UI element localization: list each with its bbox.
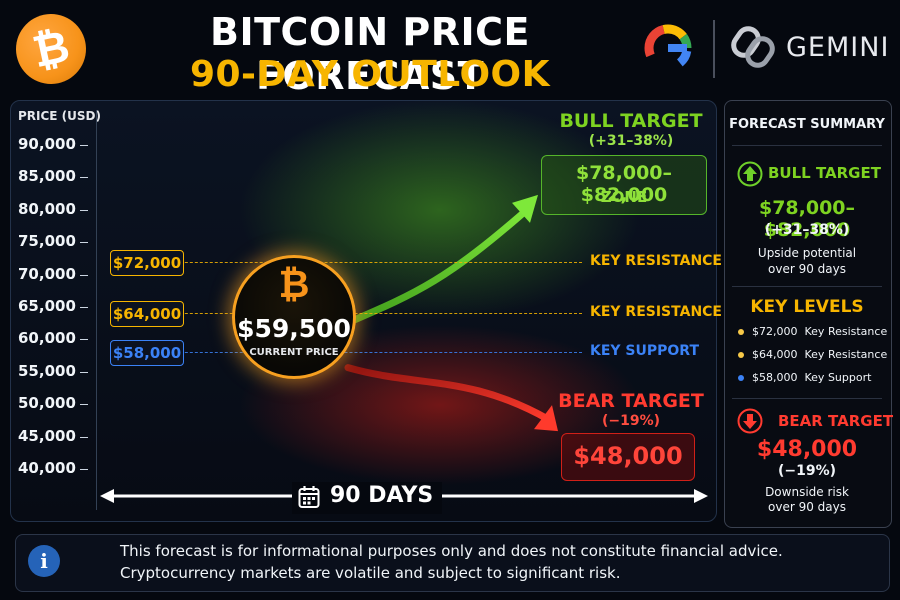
summary-key-level-row: $64,000 Key Resistance [738, 348, 887, 361]
gemini-brand-text: GEMINI [786, 32, 890, 63]
bear-target-title: BEAR TARGET [558, 390, 704, 412]
current-price-value: $59,500 [237, 314, 351, 343]
summary-bull-title: BULL TARGET [768, 164, 881, 182]
page-subtitle: 90-DAY OUTLOOK [189, 54, 551, 95]
bull-target-box [541, 155, 707, 215]
y-tick-label: 55,000 [18, 361, 76, 380]
brand-divider [713, 20, 715, 78]
key-level-name: KEY SUPPORT [590, 343, 699, 360]
bull-target-zone: ZONE [600, 188, 648, 206]
summary-bear-desc: over 90 days [768, 500, 846, 514]
y-tick-mark [80, 404, 88, 406]
google-logo-icon [644, 24, 692, 72]
key-level-line [110, 261, 582, 263]
summary-bear-value: $48,000 [756, 437, 858, 462]
bear-target-value: $48,000 [573, 442, 683, 470]
bull-target-title: BULL TARGET [559, 110, 703, 132]
summary-bear-pct: (−19%) [777, 463, 837, 479]
disclaimer-text: Cryptocurrency markets are volatile and … [120, 564, 621, 582]
summary-title: FORECAST SUMMARY [729, 117, 885, 132]
y-tick-mark [80, 274, 88, 276]
summary-key-level-row: $58,000 Key Support [738, 371, 871, 384]
y-tick-mark [80, 469, 88, 470]
bull-target-range: $78,000–$82,000 [575, 162, 673, 206]
y-tick-mark [80, 177, 88, 179]
summary-key-levels-title: KEY LEVELS [750, 297, 864, 317]
y-tick-mark [80, 436, 88, 438]
y-tick-label: 90,000 [18, 135, 76, 153]
y-tick-mark [80, 339, 88, 341]
key-level-line [110, 352, 582, 354]
y-axis-line [96, 110, 97, 510]
gemini-logo-icon [731, 26, 775, 68]
key-level-dot [738, 352, 744, 358]
key-level-price-label: $58,000 [110, 340, 184, 367]
bear-trend-line [344, 364, 552, 423]
key-level-price-label: $64,000 [110, 301, 184, 328]
arrow-up-icon [737, 161, 763, 187]
key-level-dot [738, 375, 744, 381]
days-span-label: 90 DAYS [330, 483, 434, 508]
page-title: BITCOIN PRICE FORECAST [210, 10, 530, 98]
info-icon: i [28, 545, 60, 577]
y-tick-mark [80, 307, 88, 308]
summary-divider [732, 286, 882, 287]
y-tick-label: 75,000 [18, 232, 76, 251]
y-tick-label: 85,000 [18, 167, 76, 186]
arrow-down-icon [737, 408, 763, 434]
y-tick-label: 40,000 [18, 459, 76, 477]
y-tick-label: 45,000 [18, 426, 76, 445]
summary-bull-range: $78,000–$82,000 [758, 197, 856, 241]
summary-divider [732, 398, 882, 399]
bear-target-box [561, 433, 695, 481]
disclaimer-box [15, 534, 890, 592]
summary-bull-desc: over 90 days [768, 262, 846, 276]
y-tick-label: 60,000 [18, 329, 76, 348]
y-tick-label: 80,000 [18, 199, 76, 218]
summary-bear-desc: Downside risk [765, 485, 849, 499]
bull-glow [240, 100, 640, 320]
summary-bull-desc: Upside potential [757, 246, 857, 260]
bear-glow [240, 325, 640, 485]
y-tick-label: 50,000 [18, 394, 76, 413]
summary-bull-pct: (+31–38%) [764, 222, 850, 238]
bull-target-pct: (+31–38%) [588, 133, 674, 149]
key-level-name: KEY RESISTANCE [590, 304, 722, 321]
days-span-arrow-left [100, 489, 114, 503]
y-tick-mark [80, 371, 88, 373]
key-level-price-label: $72,000 [110, 249, 184, 276]
y-tick-mark [80, 145, 88, 146]
days-span-arrow-right [694, 489, 708, 503]
y-axis-label: PRICE (USD) [18, 109, 101, 123]
y-tick-label: 70,000 [18, 264, 76, 283]
days-badge [292, 482, 442, 514]
key-level-dot [738, 329, 744, 335]
current-price-label: CURRENT PRICE [249, 347, 339, 358]
summary-key-level-row: $72,000 Key Resistance [738, 325, 887, 338]
bitcoin-icon: ₿ [278, 262, 310, 306]
disclaimer-text: This forecast is for informational purpo… [120, 542, 783, 560]
y-tick-label: 65,000 [18, 297, 76, 315]
y-tick-mark [80, 209, 88, 211]
bear-target-pct: (−19%) [601, 413, 661, 429]
bear-arrow-head [534, 405, 558, 432]
calendar-icon [298, 486, 320, 508]
bull-arrow-head [512, 194, 538, 223]
bull-trend-line [344, 205, 532, 327]
y-tick-mark [80, 242, 88, 244]
summary-divider [732, 145, 882, 146]
current-price-badge [232, 255, 356, 379]
key-level-name: KEY RESISTANCE [590, 252, 722, 269]
summary-bear-title: BEAR TARGET [778, 412, 894, 430]
